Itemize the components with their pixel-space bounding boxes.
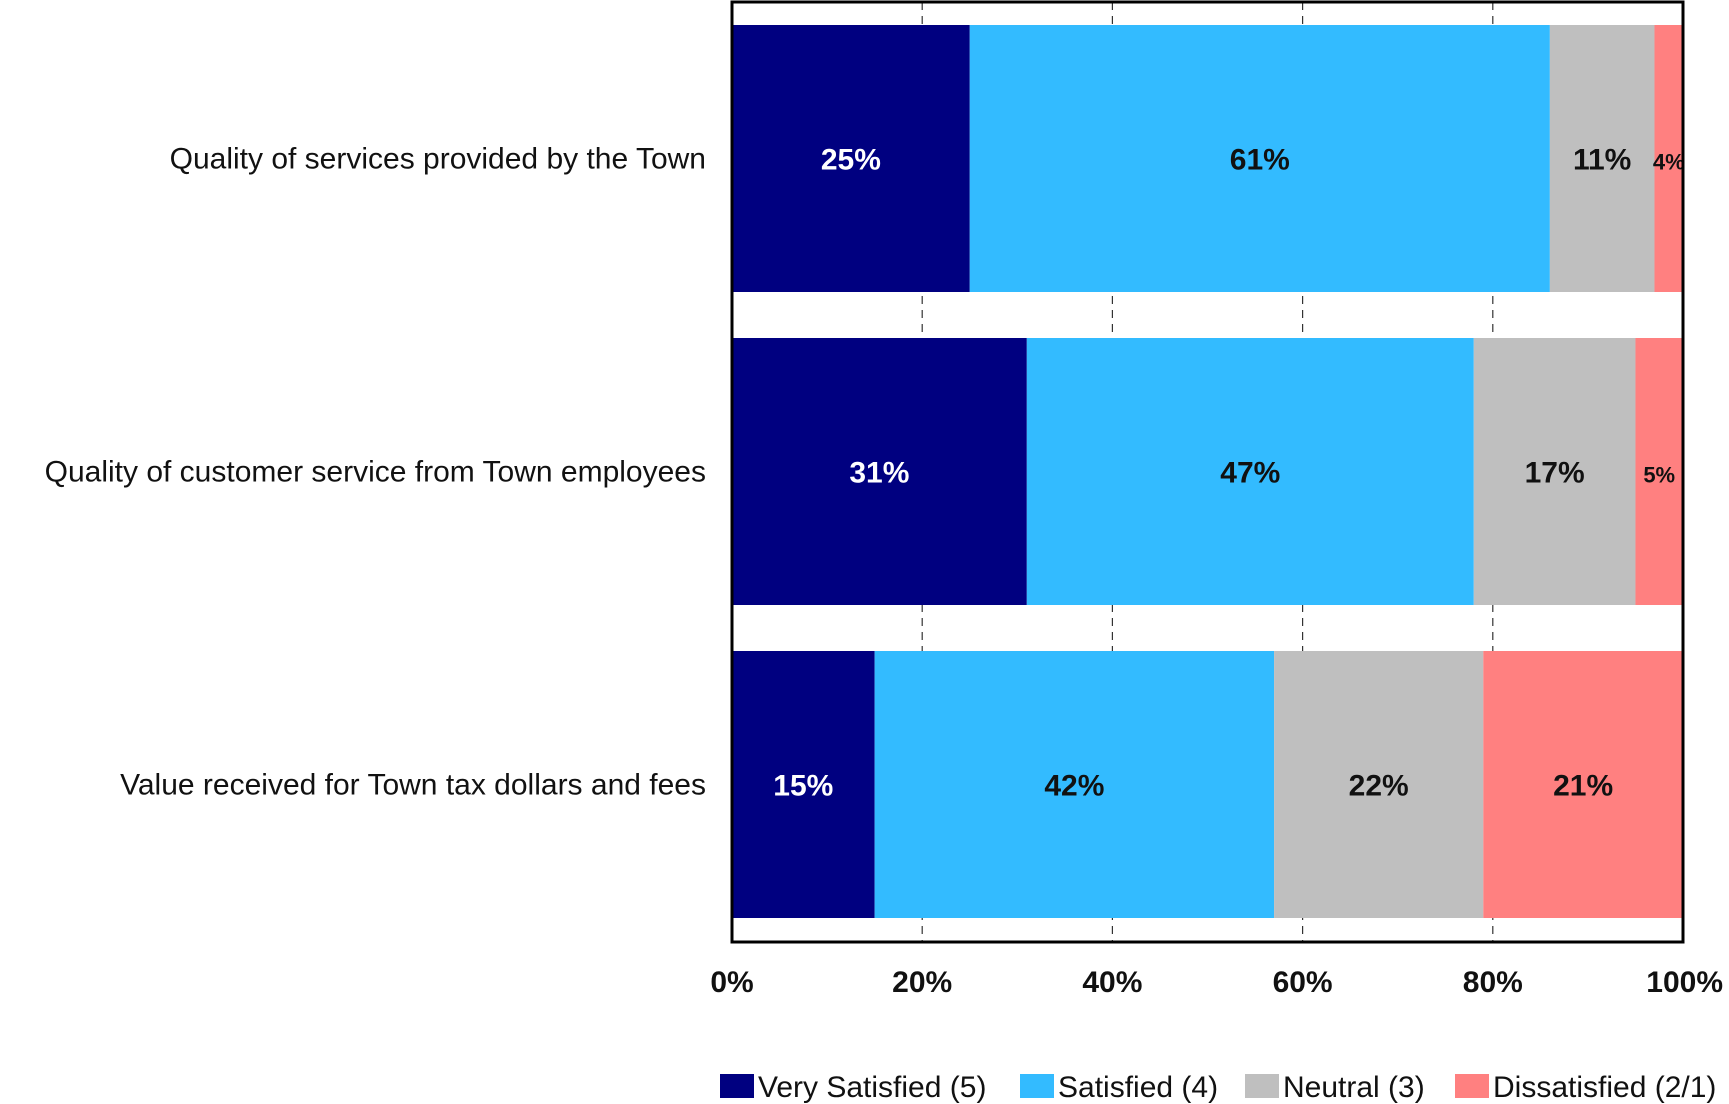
bar-segment xyxy=(1473,338,1636,605)
legend-item: Satisfied (4) xyxy=(1020,1071,1218,1104)
legend-swatch xyxy=(720,1074,754,1098)
category-label: Quality of services provided by the Town xyxy=(170,143,706,176)
x-tick-label: 0% xyxy=(710,966,753,999)
data-label: 61% xyxy=(1230,144,1290,177)
bar-segment xyxy=(874,651,1275,918)
legend: Very Satisfied (5) Satisfied (4) Neutral (… xyxy=(720,1071,1716,1104)
bar-segment xyxy=(732,651,875,918)
bar-segment xyxy=(1274,651,1484,918)
legend-label: Dissatisfied (2/1) xyxy=(1493,1071,1716,1104)
legend-swatch xyxy=(1455,1074,1489,1098)
x-tick-label: 40% xyxy=(1082,966,1142,999)
legend-label: Very Satisfied (5) xyxy=(758,1071,986,1104)
x-tick-label: 20% xyxy=(892,966,952,999)
bar-segment xyxy=(1635,338,1683,605)
category-label: Value received for Town tax dollars and … xyxy=(120,769,706,802)
data-label: 47% xyxy=(1220,457,1280,490)
data-label: 11% xyxy=(1573,144,1631,177)
bar-segment xyxy=(1549,25,1655,292)
category-labels: Quality of services provided by the Town… xyxy=(45,143,706,802)
x-tick-label: 100% xyxy=(1646,966,1723,999)
legend-item: Very Satisfied (5) xyxy=(720,1071,986,1104)
legend-label: Neutral (3) xyxy=(1283,1071,1425,1104)
data-label: 17% xyxy=(1525,457,1585,490)
x-tick-label: 80% xyxy=(1463,966,1523,999)
x-tick-labels: 0% 20% 40% 60% 80% 100% xyxy=(710,966,1723,999)
legend-item: Neutral (3) xyxy=(1245,1071,1425,1104)
legend-swatch xyxy=(1020,1074,1054,1098)
data-label: 5% xyxy=(1643,463,1675,488)
bars: 25% 61% 11% 4% 31% 47% 17% 5% 15% 42% 22% 21% xyxy=(732,25,1685,918)
data-label: 25% xyxy=(821,144,881,177)
data-label: 42% xyxy=(1044,770,1104,803)
data-label: 21% xyxy=(1553,770,1613,803)
bar-segment xyxy=(1483,651,1683,918)
data-label: 4% xyxy=(1653,150,1685,175)
category-label: Quality of customer service from Town em… xyxy=(45,456,706,489)
x-tick-label: 60% xyxy=(1273,966,1333,999)
data-label: 31% xyxy=(849,457,909,490)
bar-segment xyxy=(1654,25,1683,292)
bar-segment xyxy=(732,338,1027,605)
legend-item: Dissatisfied (2/1) xyxy=(1455,1071,1716,1104)
bar-segment xyxy=(732,25,970,292)
legend-label: Satisfied (4) xyxy=(1058,1071,1218,1104)
data-label: 15% xyxy=(773,770,833,803)
plot-border xyxy=(730,0,1685,944)
data-label: 22% xyxy=(1349,770,1409,803)
plot-frame xyxy=(730,0,1685,944)
bar-segment xyxy=(1026,338,1474,605)
bar-segment xyxy=(969,25,1550,292)
legend-swatch xyxy=(1245,1074,1279,1098)
